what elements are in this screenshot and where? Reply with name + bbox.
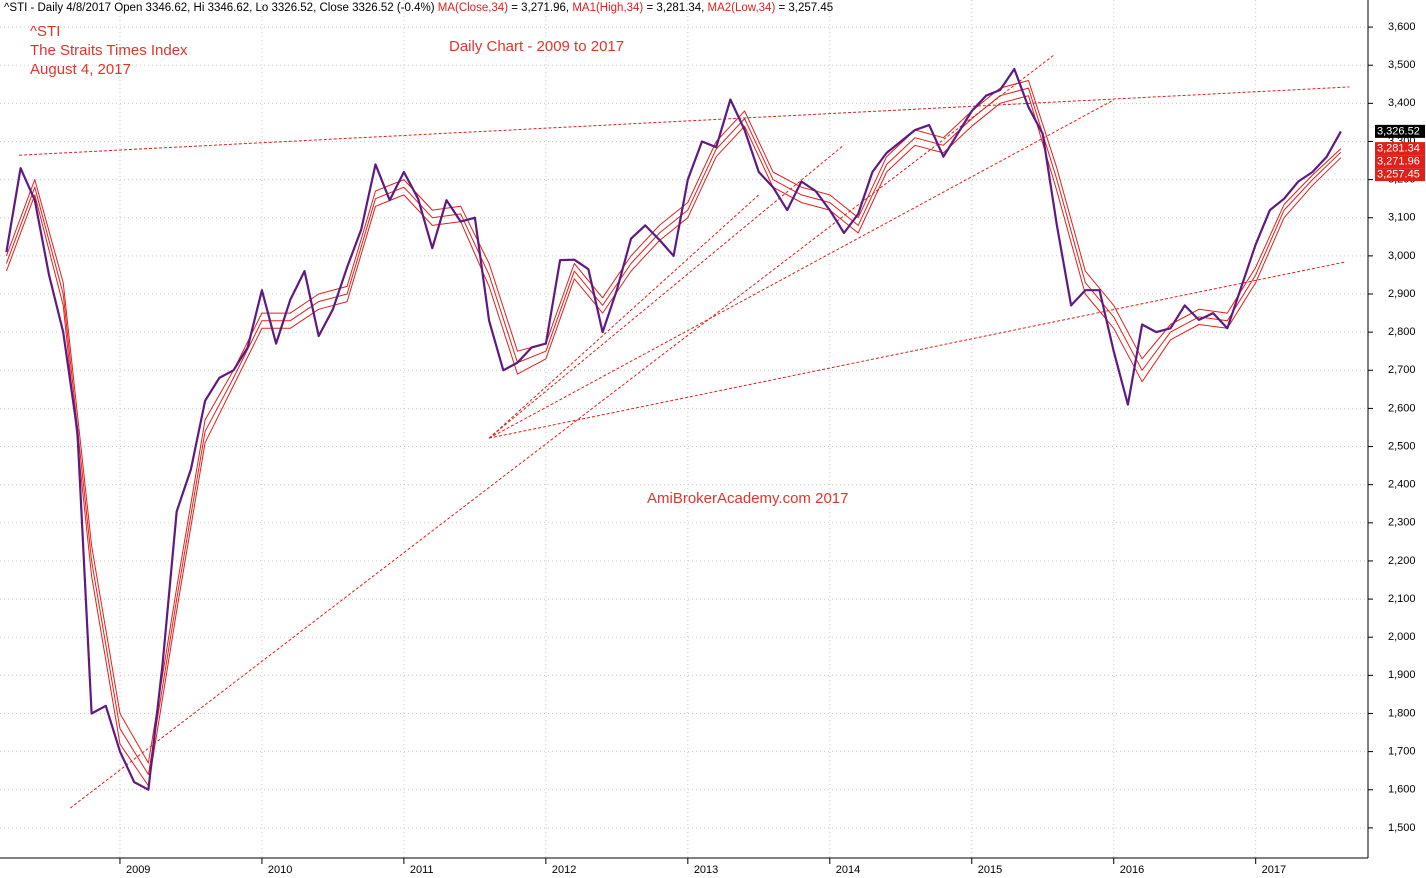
header-text: = 3,271.96, <box>508 2 572 14</box>
ma-line <box>5 87 1342 775</box>
end-label: 3,281.34 <box>1377 142 1420 154</box>
x-tick-label: 2009 <box>126 864 150 876</box>
header-text: = 3,257.45 <box>775 2 833 14</box>
x-tick-label: 2015 <box>978 864 1002 876</box>
y-tick-label: 2,500 <box>1388 440 1416 452</box>
y-tick-label: 2,200 <box>1388 555 1416 567</box>
x-tick-label: 2010 <box>268 864 292 876</box>
y-tick-label: 2,300 <box>1388 517 1416 529</box>
end-label: 3,271.96 <box>1377 155 1420 167</box>
header-text: = 3,281.34, <box>643 2 707 14</box>
header-text: ^STI - Daily 4/8/2017 Open 3346.62, Hi 3… <box>4 2 438 14</box>
y-tick-label: 1,600 <box>1388 784 1416 796</box>
end-label-box <box>1375 142 1425 156</box>
end-label: 3,257.45 <box>1377 168 1420 180</box>
y-tick-label: 1,800 <box>1388 707 1416 719</box>
y-tick-label: 2,100 <box>1388 593 1416 605</box>
end-label-box <box>1375 155 1425 169</box>
y-tick-label: 3,400 <box>1388 97 1416 109</box>
y-tick-label: 2,400 <box>1388 479 1416 491</box>
annotation: August 4, 2017 <box>30 61 131 78</box>
y-tick-label: 3,600 <box>1388 21 1416 33</box>
header-ma: MA1(High,34) <box>572 2 643 14</box>
trendline <box>19 86 1350 156</box>
header-ma: MA2(Low,34) <box>708 2 776 14</box>
y-tick-label: 2,600 <box>1388 402 1416 414</box>
x-tick-label: 2011 <box>410 864 434 876</box>
y-tick-label: 3,500 <box>1388 59 1416 71</box>
plot <box>5 54 1350 809</box>
annotation: Daily Chart - 2009 to 2017 <box>449 38 624 55</box>
end-label: 3,326.52 <box>1377 125 1420 137</box>
header-ma: MA(Close,34) <box>438 2 508 14</box>
y-tick-label: 2,700 <box>1388 364 1416 376</box>
trendline <box>488 144 845 439</box>
y-tick-label: 1,700 <box>1388 746 1416 758</box>
x-tick-label: 2017 <box>1262 864 1286 876</box>
end-label-box <box>1375 124 1425 138</box>
trendline <box>488 261 1346 439</box>
header: ^STI - Daily 4/8/2017 Open 3346.62, Hi 3… <box>4 2 833 14</box>
trendline <box>488 99 1114 439</box>
x-tick-label: 2016 <box>1120 864 1144 876</box>
y-tick-label: 2,900 <box>1388 288 1416 300</box>
x-tick-label: 2012 <box>552 864 576 876</box>
y-tick-label: 1,500 <box>1388 822 1416 834</box>
grid <box>0 0 1365 858</box>
end-label-box <box>1375 168 1425 182</box>
symbol: ^STI <box>30 23 60 40</box>
trendline <box>488 194 760 439</box>
y-tick-label: 3,100 <box>1388 212 1416 224</box>
y-tick-label: 3,000 <box>1388 250 1416 262</box>
annotation: The Straits Times Index <box>30 42 188 59</box>
trendline <box>69 54 1055 809</box>
ma-line <box>5 80 1342 764</box>
y-tick-label: 1,900 <box>1388 669 1416 681</box>
y-tick-label: 2,800 <box>1388 326 1416 338</box>
ma-line <box>5 95 1342 787</box>
x-tick-label: 2013 <box>694 864 718 876</box>
annotation: AmiBrokerAcademy.com 2017 <box>647 490 848 507</box>
price-line <box>5 67 1342 791</box>
y-tick-label: 2,000 <box>1388 631 1416 643</box>
x-tick-label: 2014 <box>836 864 860 876</box>
